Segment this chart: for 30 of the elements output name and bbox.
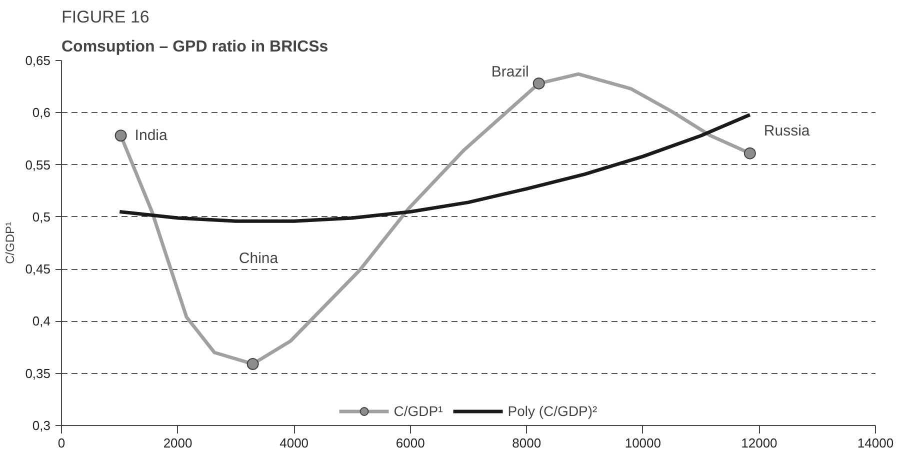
y-tick-label: 0,6 [32, 105, 51, 120]
x-tick-label: 6000 [396, 436, 425, 450]
line-series [118, 112, 752, 223]
chart-title: FIGURE 16 [62, 8, 150, 26]
x-tick-label: 4000 [280, 436, 309, 450]
legend-label: Poly (C/GDP)² [508, 403, 598, 419]
chart-subtitle: Comsuption – GPD ratio in BRICSs [62, 38, 328, 56]
x-tick-label: 14000 [857, 436, 894, 450]
y-axis-title: C/GDP¹ [3, 222, 18, 264]
annotation: Brazil [491, 63, 529, 80]
x-tick-label: 12000 [741, 436, 778, 450]
y-tick-label: 0,55 [25, 157, 51, 172]
y-tick-label: 0,35 [25, 366, 51, 381]
point [532, 77, 545, 90]
y-tick-label: 0,5 [32, 209, 51, 224]
x-tick-label: 10000 [624, 436, 662, 450]
y-tick-label: 0,65 [25, 53, 51, 68]
y-tick-label: 0,4 [32, 314, 51, 329]
point [114, 130, 127, 142]
annotation: China [238, 250, 279, 267]
x-tick-label: 0 [58, 436, 66, 450]
legend-label: C/GDP¹ [394, 403, 443, 419]
annotation: Russia [764, 122, 810, 140]
point [246, 358, 259, 370]
point [744, 147, 756, 160]
annotation: India [134, 127, 168, 144]
y-tick-label: 0,3 [32, 418, 51, 433]
y-tick-label: 0,45 [25, 262, 51, 277]
x-tick-label: 8000 [512, 436, 542, 450]
x-tick-label: 2000 [163, 436, 192, 450]
